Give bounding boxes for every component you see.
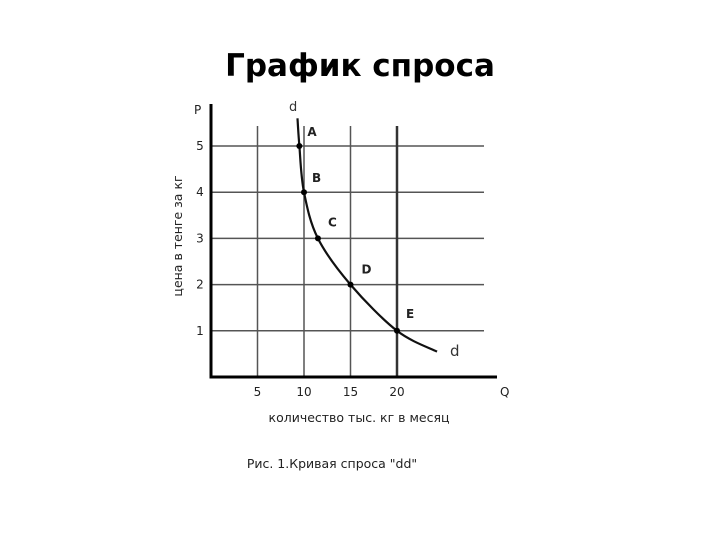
point-b	[301, 189, 307, 196]
slide-title: График спроса	[225, 48, 495, 84]
demand-curve	[296, 118, 438, 353]
x-tick-label-10: 10	[296, 385, 311, 399]
y-axis-title: цена в тенге за кг	[170, 175, 185, 296]
curve-label-top: d	[289, 100, 297, 115]
point-e	[394, 327, 400, 334]
y-tick-label-5: 5	[196, 139, 204, 153]
x-tick-label-20: 20	[389, 385, 404, 399]
axes	[209, 104, 497, 379]
x-tick-label-15: 15	[343, 385, 358, 399]
x-axis-letter: Q	[500, 385, 509, 399]
y-tick-label-4: 4	[196, 185, 204, 199]
y-tick-label-2: 2	[196, 278, 204, 292]
x-axis-title: количество тыс. кг в месяц	[269, 410, 450, 425]
data-points: A B C D E	[296, 125, 414, 334]
curve-label-bottom: d	[450, 342, 460, 360]
point-label-b: B	[312, 171, 321, 185]
grid-lines	[211, 126, 484, 377]
point-label-e: E	[406, 307, 414, 321]
figure-caption: Рис. 1.Кривая спроса "dd"	[247, 456, 417, 471]
point-label-c: C	[328, 215, 337, 229]
point-d	[347, 281, 354, 288]
point-label-d: D	[362, 263, 372, 277]
y-axis-letter: P	[194, 103, 201, 117]
point-a	[296, 143, 303, 149]
point-label-a: A	[307, 125, 317, 139]
point-c	[314, 235, 321, 242]
tick-labels: 5 10 15 20 1 2 3 4 5	[196, 139, 404, 399]
y-tick-label-1: 1	[196, 324, 204, 338]
y-tick-label-3: 3	[196, 231, 204, 245]
x-tick-label-5: 5	[254, 385, 262, 399]
